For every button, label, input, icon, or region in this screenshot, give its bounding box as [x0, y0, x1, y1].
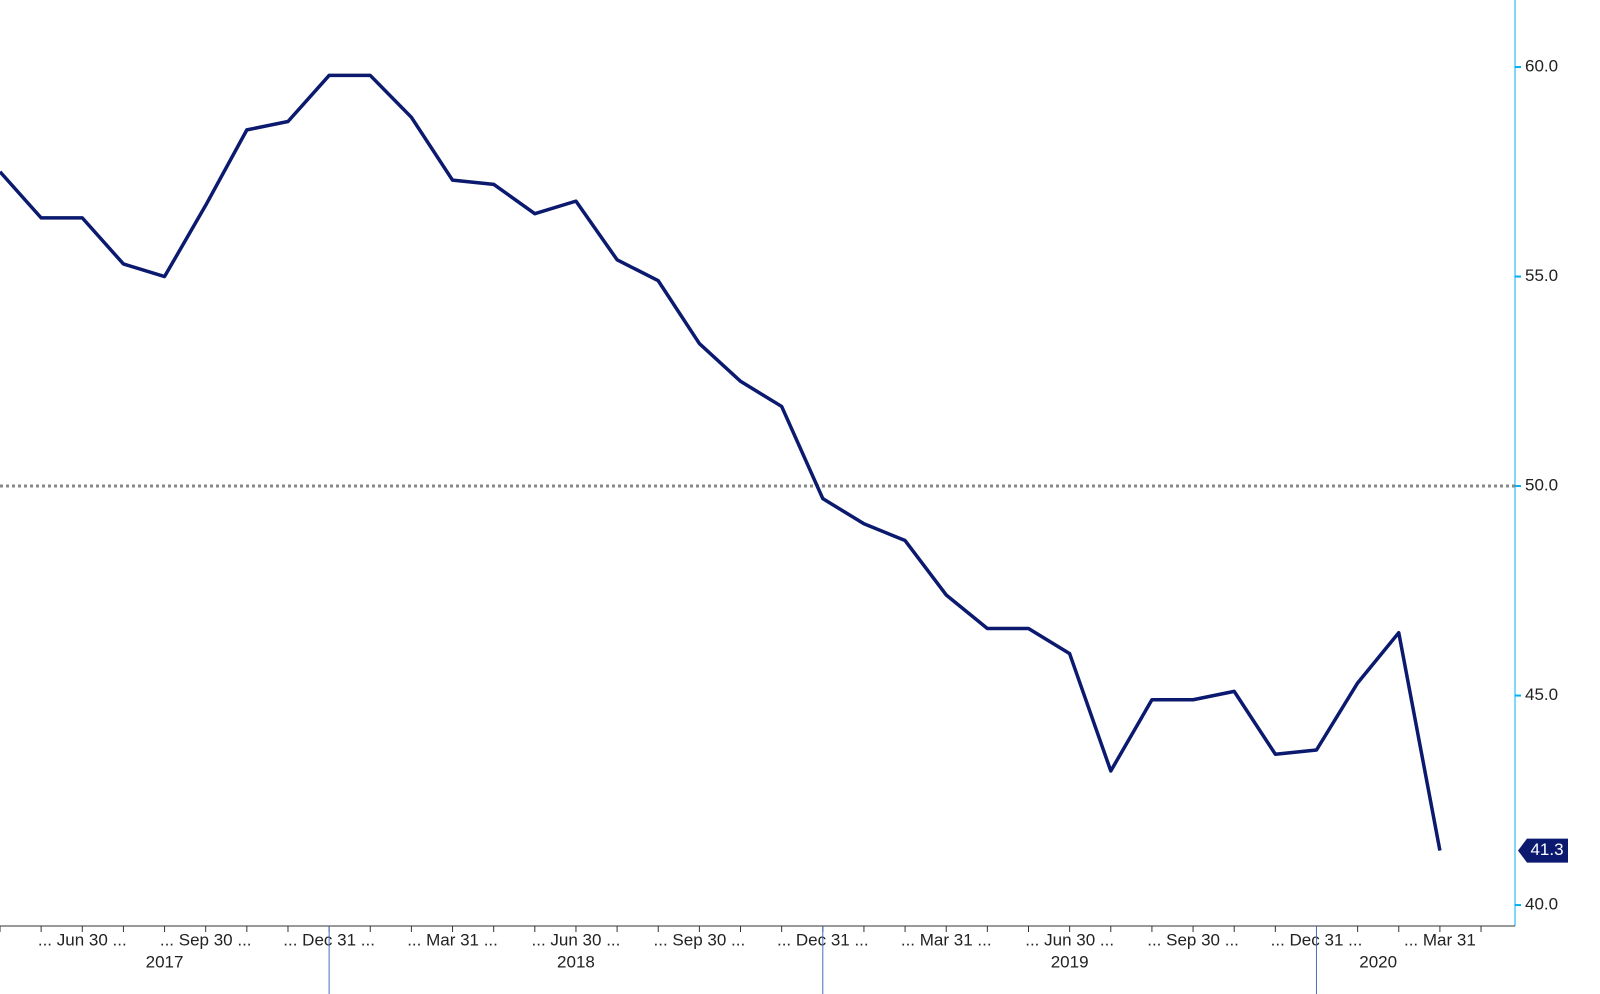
x-tick-label: ... Sep 30 ... [1147, 930, 1239, 949]
y-tick-label: 45.0 [1525, 685, 1558, 704]
x-tick-label: ... Sep 30 ... [654, 930, 746, 949]
y-tick-label: 55.0 [1525, 266, 1558, 285]
year-label: 2017 [146, 952, 184, 971]
x-tick-label: ... Mar 31 ... [407, 930, 498, 949]
y-tick-label: 60.0 [1525, 57, 1558, 76]
x-tick-label: ... Sep 30 ... [160, 930, 252, 949]
x-tick-label: ... Jun 30 ... [38, 930, 127, 949]
y-tick-label: 40.0 [1525, 895, 1558, 914]
x-tick-label: ... Jun 30 ... [532, 930, 621, 949]
x-tick-label: ... Mar 31 [1404, 930, 1476, 949]
y-tick-label: 50.0 [1525, 476, 1558, 495]
year-label: 2019 [1051, 952, 1089, 971]
year-label: 2020 [1359, 952, 1397, 971]
last-value-box [1518, 838, 1568, 863]
x-tick-label: ... Mar 31 ... [901, 930, 992, 949]
year-label: 2018 [557, 952, 595, 971]
line-series [0, 73, 1442, 851]
last-value-label: 41.3 [1530, 840, 1563, 859]
x-tick-label: ... Jun 30 ... [1025, 930, 1114, 949]
last-value-callout: 41.3 [1518, 838, 1568, 863]
